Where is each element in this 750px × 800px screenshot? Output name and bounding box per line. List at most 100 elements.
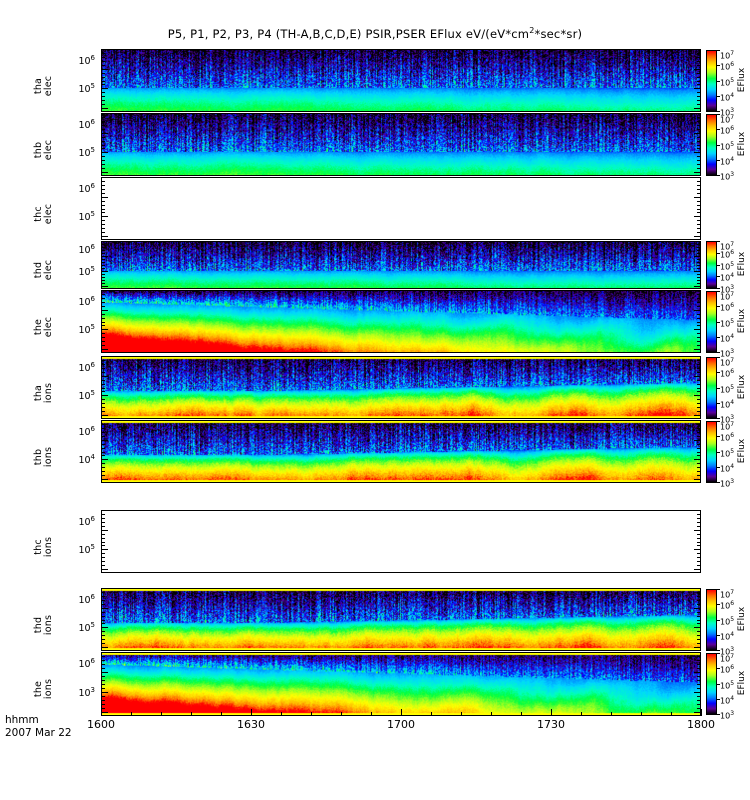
ytick-mark-left: [101, 569, 108, 570]
ytick-mark-right: [694, 310, 701, 311]
ytick-label-thc-ions-0: 106: [61, 515, 95, 528]
ytick-mark-left: [101, 388, 105, 389]
colorbar-tick-label-4: 104: [720, 92, 734, 103]
ytick-mark-right: [697, 117, 701, 118]
panel-thb-ions[interactable]: [101, 420, 701, 483]
panel-thb-elec[interactable]: [101, 113, 701, 176]
xtick-label-1800: 1800: [687, 718, 715, 731]
ytick-mark-right: [697, 160, 701, 161]
ytick-mark-left: [101, 604, 105, 605]
ytick-mark-right: [697, 193, 701, 194]
ytick-mark-left: [101, 280, 105, 281]
ytick-mark-left: [101, 117, 105, 118]
ytick-mark-right: [697, 428, 701, 429]
panel-thd-ions[interactable]: [101, 588, 701, 651]
panel-thc-elec[interactable]: [101, 177, 701, 240]
ytick-mark-right: [697, 209, 701, 210]
ytick-mantissa: 10: [78, 84, 91, 96]
colorbar-tick-exponent: 6: [730, 367, 735, 375]
ytick-mark-right: [697, 314, 701, 315]
plot-title-tail: *sec*sr): [534, 26, 583, 41]
ytick-mantissa: 10: [78, 687, 91, 699]
ytick-mark-right: [697, 604, 701, 605]
ytick-mark-right: [697, 141, 701, 142]
ytick-mark-left: [101, 407, 105, 408]
ytick-mark-left: [101, 141, 105, 142]
colorbar-tick-label-7: 107: [720, 653, 734, 664]
colorbar-tick-exponent: 3: [730, 170, 735, 178]
colorbar-tick-mark: [717, 417, 720, 419]
ytick-mark-left: [101, 635, 105, 636]
ytick-mark-left: [101, 664, 105, 665]
ytick-mark-left: [101, 88, 108, 89]
panel-label-tha-elec: tha elec: [33, 75, 54, 96]
panel-tha-elec[interactable]: [101, 49, 701, 112]
plot-title-exponent: 2: [529, 26, 535, 35]
ytick-mark-left: [101, 224, 105, 225]
ytick-mark-right: [697, 302, 701, 303]
xtick-label-1730: 1730: [537, 718, 565, 731]
colorbar-tick-mark: [717, 144, 720, 146]
ytick-mark-right: [697, 268, 701, 269]
ytick-mark-left: [101, 440, 108, 441]
ytick-mark-right: [697, 680, 701, 681]
ytick-mantissa: 10: [78, 245, 91, 257]
colorbar-tick-mark: [717, 265, 720, 266]
ytick-mark-left: [101, 129, 105, 130]
ytick-label-thd-elec-0: 106: [61, 243, 95, 256]
ytick-label-tha-ions-0: 106: [61, 361, 95, 374]
page-title: P5, P1, P2, P3, P4 (TH-A,B,C,D,E) PSIR,P…: [0, 26, 750, 41]
ytick-mark-left: [101, 209, 105, 210]
ytick-mark-left: [101, 475, 105, 476]
ytick-mark-left: [101, 286, 108, 287]
xtick-label-1600: 1600: [87, 718, 115, 731]
ytick-mark-left: [101, 262, 105, 263]
ytick-mark-right: [694, 286, 701, 287]
ytick-mark-right: [694, 549, 701, 550]
colorbar-tick-exponent: 6: [730, 124, 735, 132]
colorbar-tick-label-3: 103: [720, 478, 734, 489]
ytick-mark-left: [101, 384, 105, 385]
ytick-mark-right: [697, 73, 701, 74]
ytick-label-thd-ions-1: 105: [61, 621, 95, 634]
ytick-mark-right: [694, 256, 701, 257]
ytick-mark-left: [101, 432, 105, 433]
ytick-mark-left: [101, 704, 105, 705]
ytick-mark-left: [101, 712, 108, 713]
ytick-mark-left: [101, 463, 105, 464]
ytick-mark-left: [101, 522, 105, 523]
ytick-mark-left: [101, 526, 105, 527]
ytick-mark-left: [101, 368, 105, 369]
ytick-label-thc-ions-1: 105: [61, 543, 95, 556]
colorbar-tick-exponent: 4: [730, 91, 735, 99]
colorbar-tick-label-5: 105: [720, 77, 734, 88]
ytick-mark-left: [101, 345, 105, 346]
ytick-mark-left: [101, 561, 105, 562]
ytick-mark-left: [101, 181, 105, 182]
panel-label-thb-elec: thb elec: [33, 139, 54, 160]
colorbar-title-thb-ions: EFlux: [737, 438, 747, 463]
colorbar-tick-label-7: 107: [720, 589, 734, 600]
panel-tha-ions[interactable]: [101, 356, 701, 419]
ytick-mark-right: [697, 148, 701, 149]
ytick-mark-left: [101, 565, 105, 566]
panel-thc-ions[interactable]: [101, 510, 701, 573]
colorbar-tick-label-6: 106: [720, 302, 734, 313]
ytick-mark-left: [101, 708, 105, 709]
ytick-mark-right: [694, 172, 701, 173]
ytick-mark-left: [101, 448, 105, 449]
colorbar-tick-exponent: 6: [730, 664, 735, 671]
ytick-mark-left: [101, 459, 108, 460]
ytick-mark-right: [697, 168, 701, 169]
ytick-label-thc-elec-0: 106: [61, 182, 95, 195]
ytick-mark-left: [101, 688, 105, 689]
ytick-mark-left: [101, 294, 105, 295]
panel-thd-elec[interactable]: [101, 241, 701, 289]
ytick-mark-right: [697, 145, 701, 146]
colorbar-tick-mark: [717, 588, 720, 590]
colorbar-tick-exponent: 5: [730, 615, 735, 623]
panel-the-ions[interactable]: [101, 652, 701, 716]
ytick-mark-right: [697, 65, 701, 66]
panel-the-elec[interactable]: [101, 290, 701, 353]
ytick-mark-left: [101, 471, 105, 472]
